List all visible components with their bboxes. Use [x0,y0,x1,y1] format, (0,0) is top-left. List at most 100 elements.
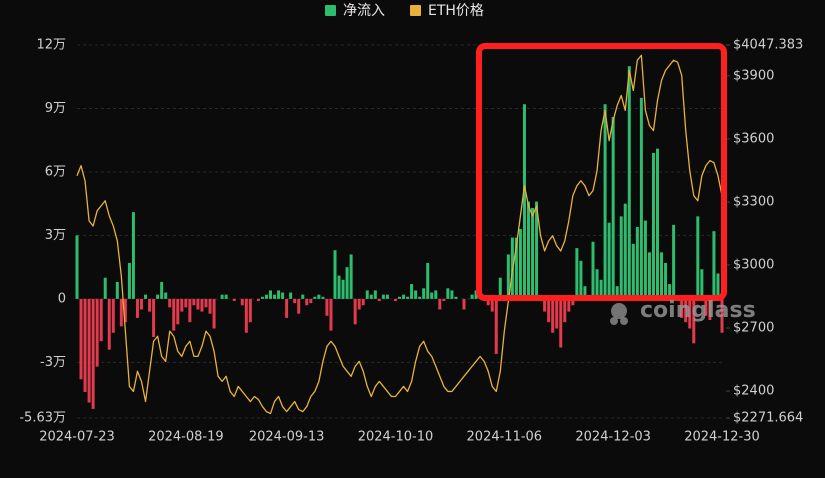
bar [547,298,551,323]
bar [103,277,107,299]
bar [518,229,522,299]
legend: 净流入 ETH价格 [325,3,484,19]
bar [712,231,716,299]
bar [599,279,603,299]
bar [393,298,397,302]
y-tick-label: 3万 [45,228,66,243]
bar [127,262,131,299]
bar [248,298,252,323]
bar [555,298,559,329]
y-tick-label: -3万 [40,355,66,370]
bar [414,290,418,299]
bar [79,298,83,380]
bar [361,298,365,306]
bar [192,298,196,306]
bar [647,252,651,299]
bar [365,290,369,299]
bar [244,298,248,333]
bar [668,284,672,299]
bar [551,298,555,333]
bar [333,250,337,299]
bar [160,281,164,299]
bar [430,292,434,299]
bar [184,298,188,308]
bar [696,216,700,299]
bar [607,222,611,299]
bar [631,243,635,299]
bar [200,298,204,312]
bar [498,277,502,299]
watermark-logo [610,303,628,325]
bar [615,286,619,299]
bar [260,296,264,299]
bar [426,262,430,299]
bar [329,298,333,331]
bar [522,104,526,299]
bar [289,292,293,299]
bar [474,290,478,299]
bar [277,290,281,299]
bar [115,281,119,299]
y2-tick-label: $3000 [733,258,774,273]
bar [591,241,595,299]
bar [494,298,498,354]
bar [273,294,277,299]
bar [156,294,160,299]
bar [438,298,442,310]
bar [418,296,422,299]
bar [543,298,547,312]
bar [87,298,91,403]
bar [446,288,450,299]
bar [450,290,454,299]
bar [119,298,123,327]
bar [349,254,353,299]
bar [353,298,357,325]
bar [285,298,289,318]
bars [75,66,724,409]
y2-tick-label: $2271.664 [733,411,803,426]
bar [700,269,704,299]
bar [240,298,244,306]
bar [402,294,406,299]
y2-tick-label: $2400 [733,384,774,399]
bar [688,298,692,329]
legend-swatch [325,5,336,16]
bar [442,298,446,302]
bar [204,298,208,308]
bar [385,294,389,299]
bar [148,298,152,312]
bar [168,298,172,308]
bar [571,298,575,306]
bar [684,298,688,323]
bar [123,298,127,323]
labels: 12万 9万 6万 3万 0 -3万 -5.63万 $4047.383 $3900 $3600 $3… [19,38,803,445]
y-tick-label: -5.63万 [19,411,66,426]
bar [559,298,563,348]
bar [692,298,696,344]
x-tick-label: 2024-12-30 [684,430,760,445]
bar [422,288,426,299]
bar [325,298,329,316]
y2-tick-label: $2700 [733,321,774,336]
bar [293,298,297,304]
x-tick-label: 2024-11-06 [467,430,543,445]
bar [107,298,111,350]
bar [345,267,349,299]
bar [639,97,643,299]
bar [373,290,377,299]
bar [208,298,212,314]
bar [434,290,438,299]
bar [643,220,647,299]
bar [635,226,639,299]
bar [611,116,615,299]
bar [623,203,627,299]
legend-label: ETH价格 [428,3,484,19]
x-tick-label: 2024-07-23 [39,430,115,445]
legend-swatch [410,5,421,16]
bar [535,201,539,299]
bar [337,275,341,299]
bar [527,201,530,299]
bar [579,260,583,299]
bar [583,286,587,299]
